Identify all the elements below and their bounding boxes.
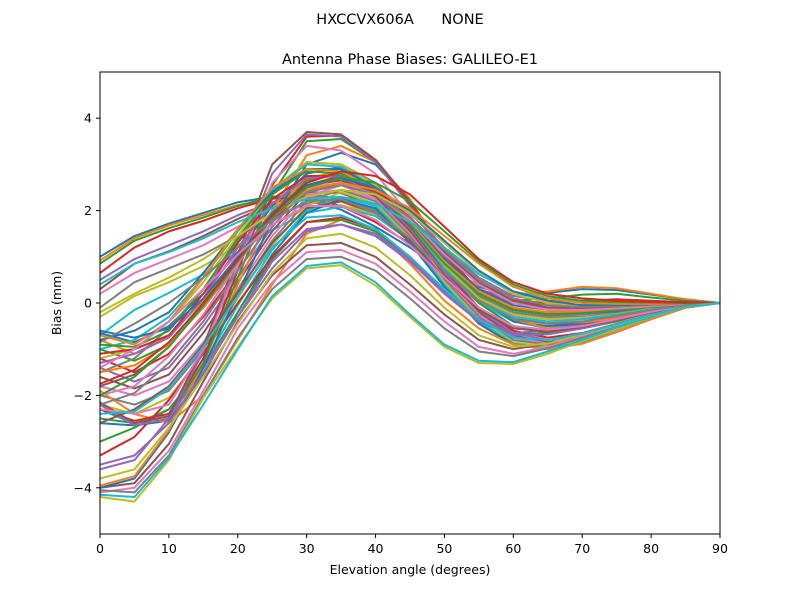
series-line-58 <box>100 198 720 344</box>
y-axis: −4 −2 0 2 4 <box>74 111 100 495</box>
series-line-47 <box>100 181 720 397</box>
x-tick-label: 60 <box>505 541 521 556</box>
x-tick-label: 50 <box>436 541 452 556</box>
x-tick-label: 30 <box>299 541 315 556</box>
series-line-60 <box>100 214 720 415</box>
x-tick-label: 10 <box>161 541 177 556</box>
series-line-1 <box>100 195 720 304</box>
series-line-51 <box>100 177 720 339</box>
x-axis: 0 10 20 30 40 50 60 70 80 90 <box>96 534 728 556</box>
y-tick-label: −2 <box>74 388 92 403</box>
series-line-30 <box>100 261 720 499</box>
series-line-57 <box>100 204 720 369</box>
chart-title: Antenna Phase Biases: GALILEO-E1 <box>282 52 538 68</box>
series-line-52 <box>100 181 720 374</box>
y-axis-label: Bias (mm) <box>49 271 64 335</box>
series-line-54 <box>100 170 720 385</box>
x-tick-label: 90 <box>712 541 728 556</box>
y-tick-label: 4 <box>84 111 92 126</box>
figure-suptitle: HXCCVX606A NONE <box>316 12 483 28</box>
x-tick-label: 80 <box>643 541 659 556</box>
y-tick-label: −4 <box>74 480 92 495</box>
y-tick-label: 2 <box>84 203 92 218</box>
y-tick-label: 0 <box>84 296 92 311</box>
series-line-53 <box>100 176 720 397</box>
x-tick-label: 20 <box>230 541 246 556</box>
x-tick-label: 70 <box>574 541 590 556</box>
x-tick-label: 0 <box>96 541 104 556</box>
x-axis-label: Elevation angle (degrees) <box>330 562 491 577</box>
series-layer <box>100 131 720 503</box>
x-tick-label: 40 <box>368 541 384 556</box>
